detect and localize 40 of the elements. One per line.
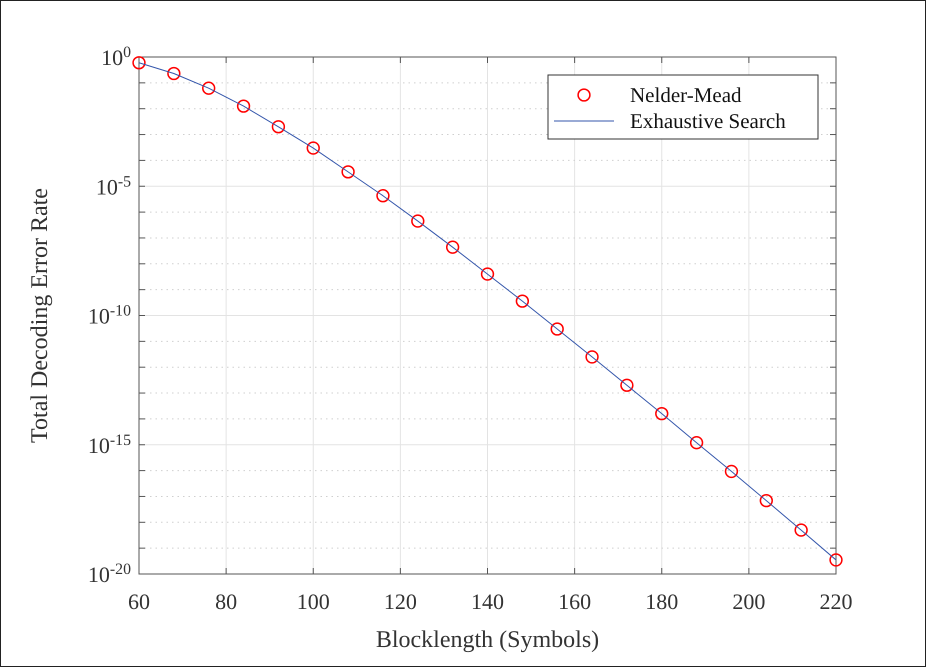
point (480, 267, 494, 281)
x-tick-label: 100 (296, 589, 330, 614)
line-series (138, 62, 836, 560)
point (516, 294, 530, 308)
x-axis-title: Blocklength (Symbols) (376, 627, 600, 653)
point (376, 189, 390, 202)
point (620, 378, 634, 392)
point (132, 56, 146, 70)
y-axis-title: Total Decoding Error Rate (27, 188, 53, 443)
point (724, 464, 738, 478)
x-tick-label: 120 (384, 589, 417, 614)
y-tick-label: 10$^{0}$ (101, 44, 132, 70)
y-tick-label: 10$^{-5}$ (96, 172, 132, 200)
x-tick-label: 140 (471, 589, 504, 614)
point (202, 82, 216, 95)
point (411, 214, 424, 228)
point (550, 322, 564, 336)
x-tick-label: 160 (558, 589, 592, 614)
point (829, 553, 843, 567)
point (236, 99, 250, 113)
point (794, 523, 808, 537)
y-tick-label: 10$^{-20}$ (88, 560, 132, 587)
point (446, 240, 460, 254)
point (585, 350, 599, 364)
x-tick-label: 220 (820, 589, 852, 614)
y-tick-label: 10$^{-15}$ (88, 431, 132, 458)
point (341, 165, 355, 179)
x-tick-label: 60 (128, 589, 150, 614)
point (655, 406, 668, 420)
point (167, 66, 181, 80)
legend-label: Nelder-Mead (630, 83, 742, 107)
x-tick-label: 180 (645, 589, 678, 614)
point (272, 120, 286, 134)
x-tick-label: 80 (215, 589, 238, 614)
point (690, 436, 704, 450)
point (306, 141, 320, 155)
legend-label: Exhaustive Search (630, 109, 786, 133)
point (760, 494, 773, 508)
x-tick-label: 200 (732, 589, 766, 614)
y-tick-label: 10$^{-10}$ (88, 302, 132, 328)
